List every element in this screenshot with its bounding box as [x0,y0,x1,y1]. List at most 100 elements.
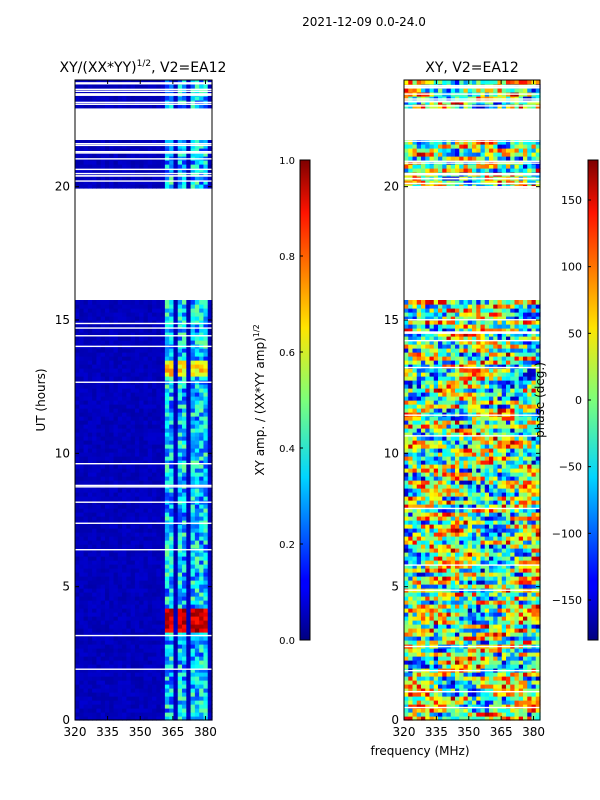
heatmap-cell [186,612,192,617]
heatmap-cell [75,628,80,633]
heatmap-cell [126,412,132,417]
heatmap-cell [531,688,537,693]
heatmap-cell [156,312,162,317]
heatmap-cell [489,664,494,669]
heatmap-cell [164,644,170,649]
heatmap-cell [404,624,409,629]
heatmap-cell [134,88,140,93]
heatmap-cell [147,140,153,145]
heatmap-cell [126,328,132,333]
heatmap-cell [164,388,170,393]
heatmap-cell [207,96,213,101]
heatmap-cell [207,168,213,173]
heatmap-cell [96,676,102,681]
heatmap-cell [501,632,507,637]
heatmap-cell [207,572,213,577]
heatmap-cell [203,540,209,545]
heatmap-cell [130,540,136,545]
heatmap-cell [104,520,110,525]
heatmap-cell [156,472,162,477]
heatmap-cell [169,312,175,317]
heatmap-cell [207,588,213,593]
heatmap-cell [510,676,516,681]
heatmap-cell [87,612,93,617]
heatmap-cell [467,664,473,669]
heatmap-cell [87,332,93,337]
heatmap-cell [425,688,431,693]
heatmap-cell [446,664,452,669]
heatmap-cell [173,84,179,89]
heatmap-cell [79,616,85,621]
heatmap-cell [100,576,106,581]
heatmap-cell [160,168,166,173]
heatmap-cell [113,152,119,157]
heatmap-cell [126,364,132,369]
heatmap-cell [450,660,456,665]
heatmap-cell [143,648,149,653]
heatmap-cell [177,716,183,721]
heatmap-cell [160,160,166,165]
heatmap-cell [117,392,123,397]
heatmap-cell [433,676,439,681]
heatmap-cell [194,348,200,353]
heatmap-cell [523,628,528,633]
heatmap-cell [156,184,162,189]
heatmap-cell [173,540,179,545]
heatmap-cell [139,492,145,497]
heatmap-cell [186,432,192,437]
heatmap-cell [416,708,422,713]
heatmap-cell [173,356,179,361]
heatmap-cell [130,340,136,345]
heatmap-cell [117,508,123,513]
heatmap-cell [83,680,89,685]
heatmap-cell [203,512,209,517]
heatmap-cell [472,628,477,633]
heatmap-cell [207,624,213,629]
heatmap-cell [83,468,89,473]
heatmap-cell [480,652,486,657]
heatmap-cell [117,312,123,317]
heatmap-cell [134,368,140,373]
heatmap-cell [527,684,533,689]
heatmap-cell [83,640,89,645]
heatmap-cell [83,532,89,537]
heatmap-cell [130,392,136,397]
heatmap-cell [104,632,110,637]
heatmap-cell [203,672,209,677]
heatmap-cell [134,612,140,617]
heatmap-cell [126,496,132,501]
heatmap-cell [467,604,473,609]
heatmap-cell [177,692,183,697]
heatmap-cell [472,624,477,629]
heatmap-cell [186,644,192,649]
heatmap-cell [122,448,127,453]
heatmap-cell [134,424,140,429]
heatmap-cell [514,684,520,689]
heatmap-cell [203,152,209,157]
heatmap-cell [164,656,170,661]
heatmap-cell [160,384,166,389]
heatmap-cell [182,368,187,373]
heatmap-cell [130,560,136,565]
heatmap-cell [203,304,209,309]
heatmap-cell [173,592,179,597]
heatmap-cell [442,676,448,681]
heatmap-cell [143,620,149,625]
heatmap-cell [510,648,516,653]
heatmap-cell [199,536,205,541]
heatmap-cell [122,572,127,577]
heatmap-cell [96,492,102,497]
heatmap-cell [143,348,149,353]
heatmap-cell [109,172,115,177]
heatmap-cell [143,436,149,441]
heatmap-cell [173,708,179,713]
heatmap-cell [199,376,205,381]
heatmap-cell [87,476,93,481]
heatmap-cell [117,640,123,645]
heatmap-cell [92,300,98,305]
heatmap-cell [87,672,93,677]
heatmap-cell [75,612,80,617]
heatmap-cell [182,356,187,361]
heatmap-cell [207,640,213,645]
heatmap-cell [207,404,213,409]
